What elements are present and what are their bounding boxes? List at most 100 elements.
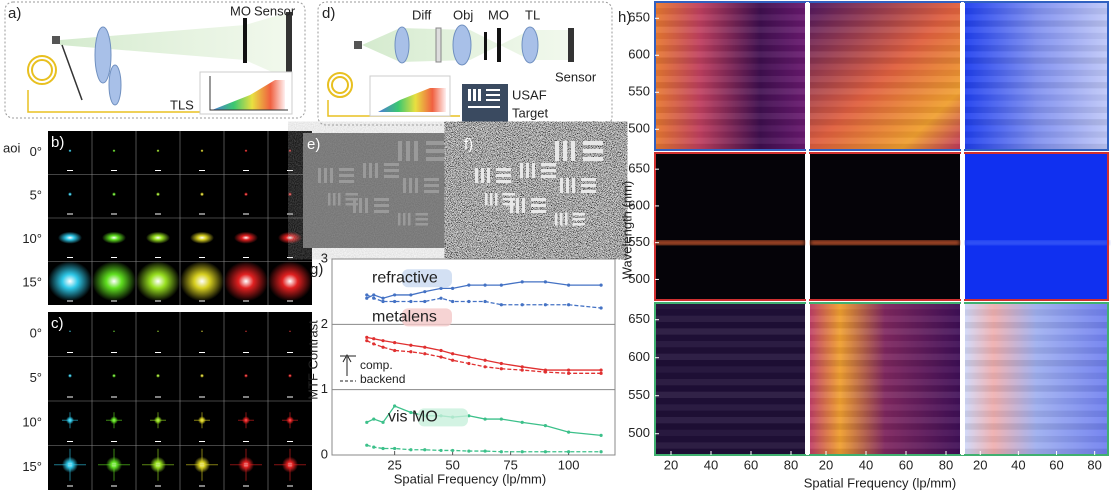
heatmap-row (655, 137, 805, 144)
heatmap-row (655, 398, 805, 405)
row-label: 5° (30, 370, 42, 385)
psf-spot (68, 192, 72, 197)
x-tick-label: 20 (664, 457, 678, 472)
heatmap-row (655, 94, 805, 101)
fiber-coil (31, 59, 53, 81)
panel-frame (317, 1, 613, 126)
bar-element (581, 178, 596, 181)
heatmap-row (965, 309, 1108, 316)
bar-element (555, 141, 559, 161)
psf-spot (200, 192, 204, 197)
bar-element (532, 163, 535, 178)
column-gap (806, 2, 809, 455)
heatmap-row (655, 125, 805, 132)
bar-element (424, 190, 439, 193)
heatmap-row (810, 334, 960, 341)
bar-element (490, 193, 493, 206)
x-tick-label: 75 (503, 457, 517, 472)
bar-element (555, 213, 558, 226)
data-point (409, 343, 413, 347)
heatmap-row (965, 341, 1108, 348)
heatmap-row (965, 303, 1108, 310)
heatmap-line (965, 240, 1108, 245)
bar-element (560, 178, 563, 193)
panel-label: g) (310, 261, 323, 278)
heatmap-line (655, 240, 805, 245)
data-point (409, 293, 413, 297)
heatmap-row (965, 360, 1108, 367)
heatmap-row (655, 20, 805, 27)
heatmap-row (810, 88, 960, 95)
data-point (451, 352, 455, 356)
data-point (372, 342, 376, 346)
psf-spot (113, 330, 115, 333)
series-label: refractive (372, 269, 438, 286)
data-point (599, 433, 603, 437)
bar-element (339, 180, 354, 183)
x-tick-label: 50 (445, 457, 459, 472)
bar-element (565, 213, 568, 226)
heatmap-row (965, 51, 1108, 58)
heatmap-row (810, 385, 960, 392)
bar-element (502, 203, 515, 206)
heatmap-row (655, 315, 805, 322)
heatmap-row (810, 379, 960, 386)
bar-element (339, 168, 354, 171)
heatmap-image (810, 153, 960, 300)
data-point (451, 358, 455, 362)
bar-element (571, 141, 575, 161)
sensor-label: Sensor (555, 69, 597, 84)
mo-label: MO (488, 7, 509, 22)
x-tick-label: 20 (973, 457, 987, 472)
data-point (451, 286, 455, 290)
x-tick-label: 20 (819, 457, 833, 472)
bar-element (496, 174, 511, 177)
heatmap-row (810, 429, 960, 436)
data-point (567, 450, 571, 454)
tube-lens-label: TL (525, 7, 540, 22)
heatmap-row (965, 315, 1108, 322)
data-point (567, 368, 571, 372)
bar-element (541, 163, 556, 166)
heatmap-row (810, 100, 960, 107)
heatmap-row (655, 423, 805, 430)
heatmap-row (655, 119, 805, 126)
heatmap-row (810, 410, 960, 417)
data-point (499, 283, 503, 287)
heatmap-row (810, 309, 960, 316)
x-tick-label: 80 (1087, 457, 1101, 472)
fiber-coil (27, 55, 57, 85)
bar-element (572, 223, 585, 226)
data-point (499, 303, 503, 307)
panel-label: d) (322, 5, 335, 22)
data-point (543, 450, 548, 454)
heatmap-row (810, 69, 960, 76)
data-point (381, 296, 385, 300)
row-label: 15° (22, 275, 42, 290)
heatmap-row (655, 366, 805, 373)
heatmap-line (810, 240, 960, 245)
bar-element (581, 190, 596, 193)
objective (452, 24, 472, 66)
heatmap-row (965, 328, 1108, 335)
bar-element (345, 193, 358, 196)
heatmap-row (965, 94, 1108, 101)
psf-spot (180, 261, 224, 302)
heatmap-row (965, 353, 1108, 360)
data-point (393, 348, 397, 353)
bar-element (563, 141, 567, 161)
bar-element (531, 198, 546, 201)
bar-element (339, 174, 354, 177)
data-point (393, 299, 397, 304)
bar-element (522, 198, 525, 213)
heatmap-image (965, 303, 1108, 455)
data-point (483, 449, 487, 453)
fiber-tip (52, 36, 60, 44)
heatmap-row (965, 379, 1108, 386)
bar-element (403, 178, 406, 193)
bar-element (426, 141, 446, 145)
heatmap-row (655, 106, 805, 113)
heatmap-row (965, 100, 1108, 107)
data-point (451, 299, 455, 304)
